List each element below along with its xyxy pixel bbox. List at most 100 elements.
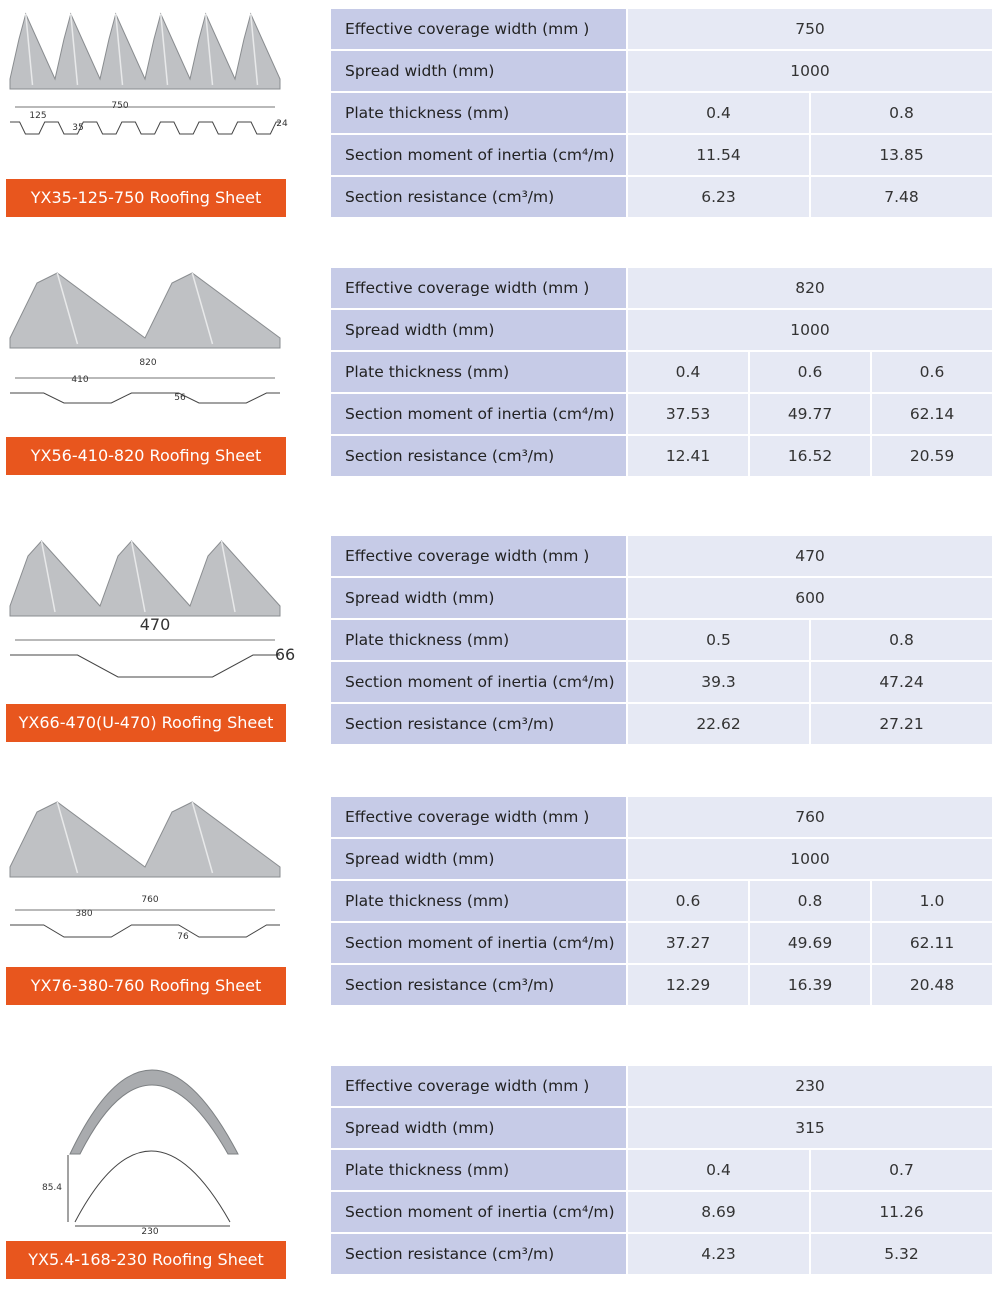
spec-row: Spread width (mm) 600 — [331, 578, 992, 618]
profile-drawing — [10, 392, 280, 404]
spec-value: 16.39 — [750, 965, 870, 1005]
spec-row: Effective coverage width (mm ) 750 — [331, 9, 992, 49]
spec-row: Section resistance (cm³/m) 6.23 7.48 — [331, 177, 992, 217]
spec-label: Effective coverage width (mm ) — [331, 797, 626, 837]
spec-label: Section resistance (cm³/m) — [331, 965, 626, 1005]
spec-label: Plate thickness (mm) — [331, 881, 626, 921]
sheet-ridge — [160, 13, 169, 86]
sheet-ridge — [191, 801, 214, 874]
spec-value: 62.14 — [872, 394, 992, 434]
spec-value: 27.21 — [811, 704, 992, 744]
spec-row: Spread width (mm) 1000 — [331, 839, 992, 879]
spec-value: 22.62 — [628, 704, 809, 744]
dimension-label: 24 — [276, 119, 288, 129]
sheet-ridge — [130, 540, 146, 613]
spec-value: 0.8 — [750, 881, 870, 921]
spec-row: Plate thickness (mm) 0.4 0.6 0.6 — [331, 352, 992, 392]
dimension-label: 85.4 — [42, 1183, 62, 1193]
dimension-label: 56 — [174, 393, 186, 403]
dimension-label: 410 — [71, 375, 88, 385]
spec-row: Section moment of inertia (cm⁴/m) 11.54 13… — [331, 135, 992, 175]
spec-value: 0.5 — [628, 620, 809, 660]
spec-row: Spread width (mm) 315 — [331, 1108, 992, 1148]
spec-row: Spread width (mm) 1000 — [331, 310, 992, 350]
product-label: YX5.4-168-230 Roofing Sheet — [6, 1241, 286, 1279]
spec-value: 13.85 — [811, 135, 992, 175]
sheet-ridge — [56, 272, 79, 345]
spec-label: Section moment of inertia (cm⁴/m) — [331, 923, 626, 963]
spec-value: 0.8 — [811, 620, 992, 660]
spec-value: 760 — [628, 797, 992, 837]
spec-label: Effective coverage width (mm ) — [331, 268, 626, 308]
spec-value: 1000 — [628, 51, 992, 91]
spec-label: Plate thickness (mm) — [331, 352, 626, 392]
spec-value: 20.48 — [872, 965, 992, 1005]
spec-value: 0.6 — [872, 352, 992, 392]
spec-value: 4.23 — [628, 1234, 809, 1274]
spec-value: 750 — [628, 9, 992, 49]
spec-label: Section resistance (cm³/m) — [331, 436, 626, 476]
spec-value: 0.8 — [811, 93, 992, 133]
spec-label: Spread width (mm) — [331, 51, 626, 91]
sheet-image — [9, 801, 281, 878]
spec-value: 0.4 — [628, 93, 809, 133]
sheet-ridge — [70, 13, 79, 86]
spec-value: 16.52 — [750, 436, 870, 476]
spec-value: 12.41 — [628, 436, 748, 476]
spec-value: 39.3 — [628, 662, 809, 702]
spec-value: 0.6 — [628, 881, 748, 921]
spec-row: Section resistance (cm³/m) 22.62 27.21 — [331, 704, 992, 744]
dimension-label: 66 — [275, 645, 295, 664]
spec-value: 0.6 — [750, 352, 870, 392]
sheet-ridge — [56, 801, 79, 874]
dimension-label: 750 — [111, 101, 128, 111]
profile-drawing — [10, 654, 280, 678]
spec-value: 6.23 — [628, 177, 809, 217]
sheet-image — [9, 272, 281, 349]
spec-value: 1.0 — [872, 881, 992, 921]
sheet-ridge — [220, 540, 236, 613]
spec-value: 49.77 — [750, 394, 870, 434]
spec-row: Plate thickness (mm) 0.6 0.8 1.0 — [331, 881, 992, 921]
sheet-ridge — [250, 13, 259, 86]
dimension-label: 35 — [72, 123, 83, 133]
spec-value: 12.29 — [628, 965, 748, 1005]
dimension-label: 230 — [141, 1227, 158, 1237]
spec-label: Section resistance (cm³/m) — [331, 177, 626, 217]
spec-value: 0.4 — [628, 1150, 809, 1190]
spec-label: Section moment of inertia (cm⁴/m) — [331, 135, 626, 175]
spec-row: Section moment of inertia (cm⁴/m) 37.53 49… — [331, 394, 992, 434]
spec-label: Effective coverage width (mm ) — [331, 9, 626, 49]
spec-row: Spread width (mm) 1000 — [331, 51, 992, 91]
spec-value: 37.53 — [628, 394, 748, 434]
illustrations: 750 125 35 24 820 410 56 470 66 760 380 76 85.4 230 — [9, 12, 295, 1237]
sheet-ridge — [191, 272, 214, 345]
dimension-label: 470 — [140, 615, 171, 634]
spec-label: Section moment of inertia (cm⁴/m) — [331, 1192, 626, 1232]
spec-row: Section resistance (cm³/m) 12.41 16.52 20.5… — [331, 436, 992, 476]
spec-label: Section moment of inertia (cm⁴/m) — [331, 394, 626, 434]
spec-row: Section moment of inertia (cm⁴/m) 37.27 49… — [331, 923, 992, 963]
dimension-label: 820 — [139, 358, 156, 368]
product-label: YX35-125-750 Roofing Sheet — [6, 179, 286, 217]
dimension-label: 380 — [75, 909, 92, 919]
spec-row: Effective coverage width (mm ) 760 — [331, 797, 992, 837]
spec-row: Section moment of inertia (cm⁴/m) 39.3 47.… — [331, 662, 992, 702]
sheet-image — [9, 540, 281, 617]
product-label: YX76-380-760 Roofing Sheet — [6, 967, 286, 1005]
spec-value: 1000 — [628, 310, 992, 350]
sheet-ridge — [115, 13, 124, 86]
spec-value: 8.69 — [628, 1192, 809, 1232]
sheet-ridge — [40, 540, 56, 613]
spec-value: 37.27 — [628, 923, 748, 963]
profile-drawing — [10, 924, 280, 938]
spec-row: Section moment of inertia (cm⁴/m) 8.69 11.… — [331, 1192, 992, 1232]
spec-label: Spread width (mm) — [331, 310, 626, 350]
spec-label: Spread width (mm) — [331, 1108, 626, 1148]
product-label: YX56-410-820 Roofing Sheet — [6, 437, 286, 475]
spec-row: Section resistance (cm³/m) 4.23 5.32 — [331, 1234, 992, 1274]
profile-drawing — [10, 121, 280, 135]
spec-row: Plate thickness (mm) 0.4 0.7 — [331, 1150, 992, 1190]
profile-drawing — [74, 1150, 231, 1223]
